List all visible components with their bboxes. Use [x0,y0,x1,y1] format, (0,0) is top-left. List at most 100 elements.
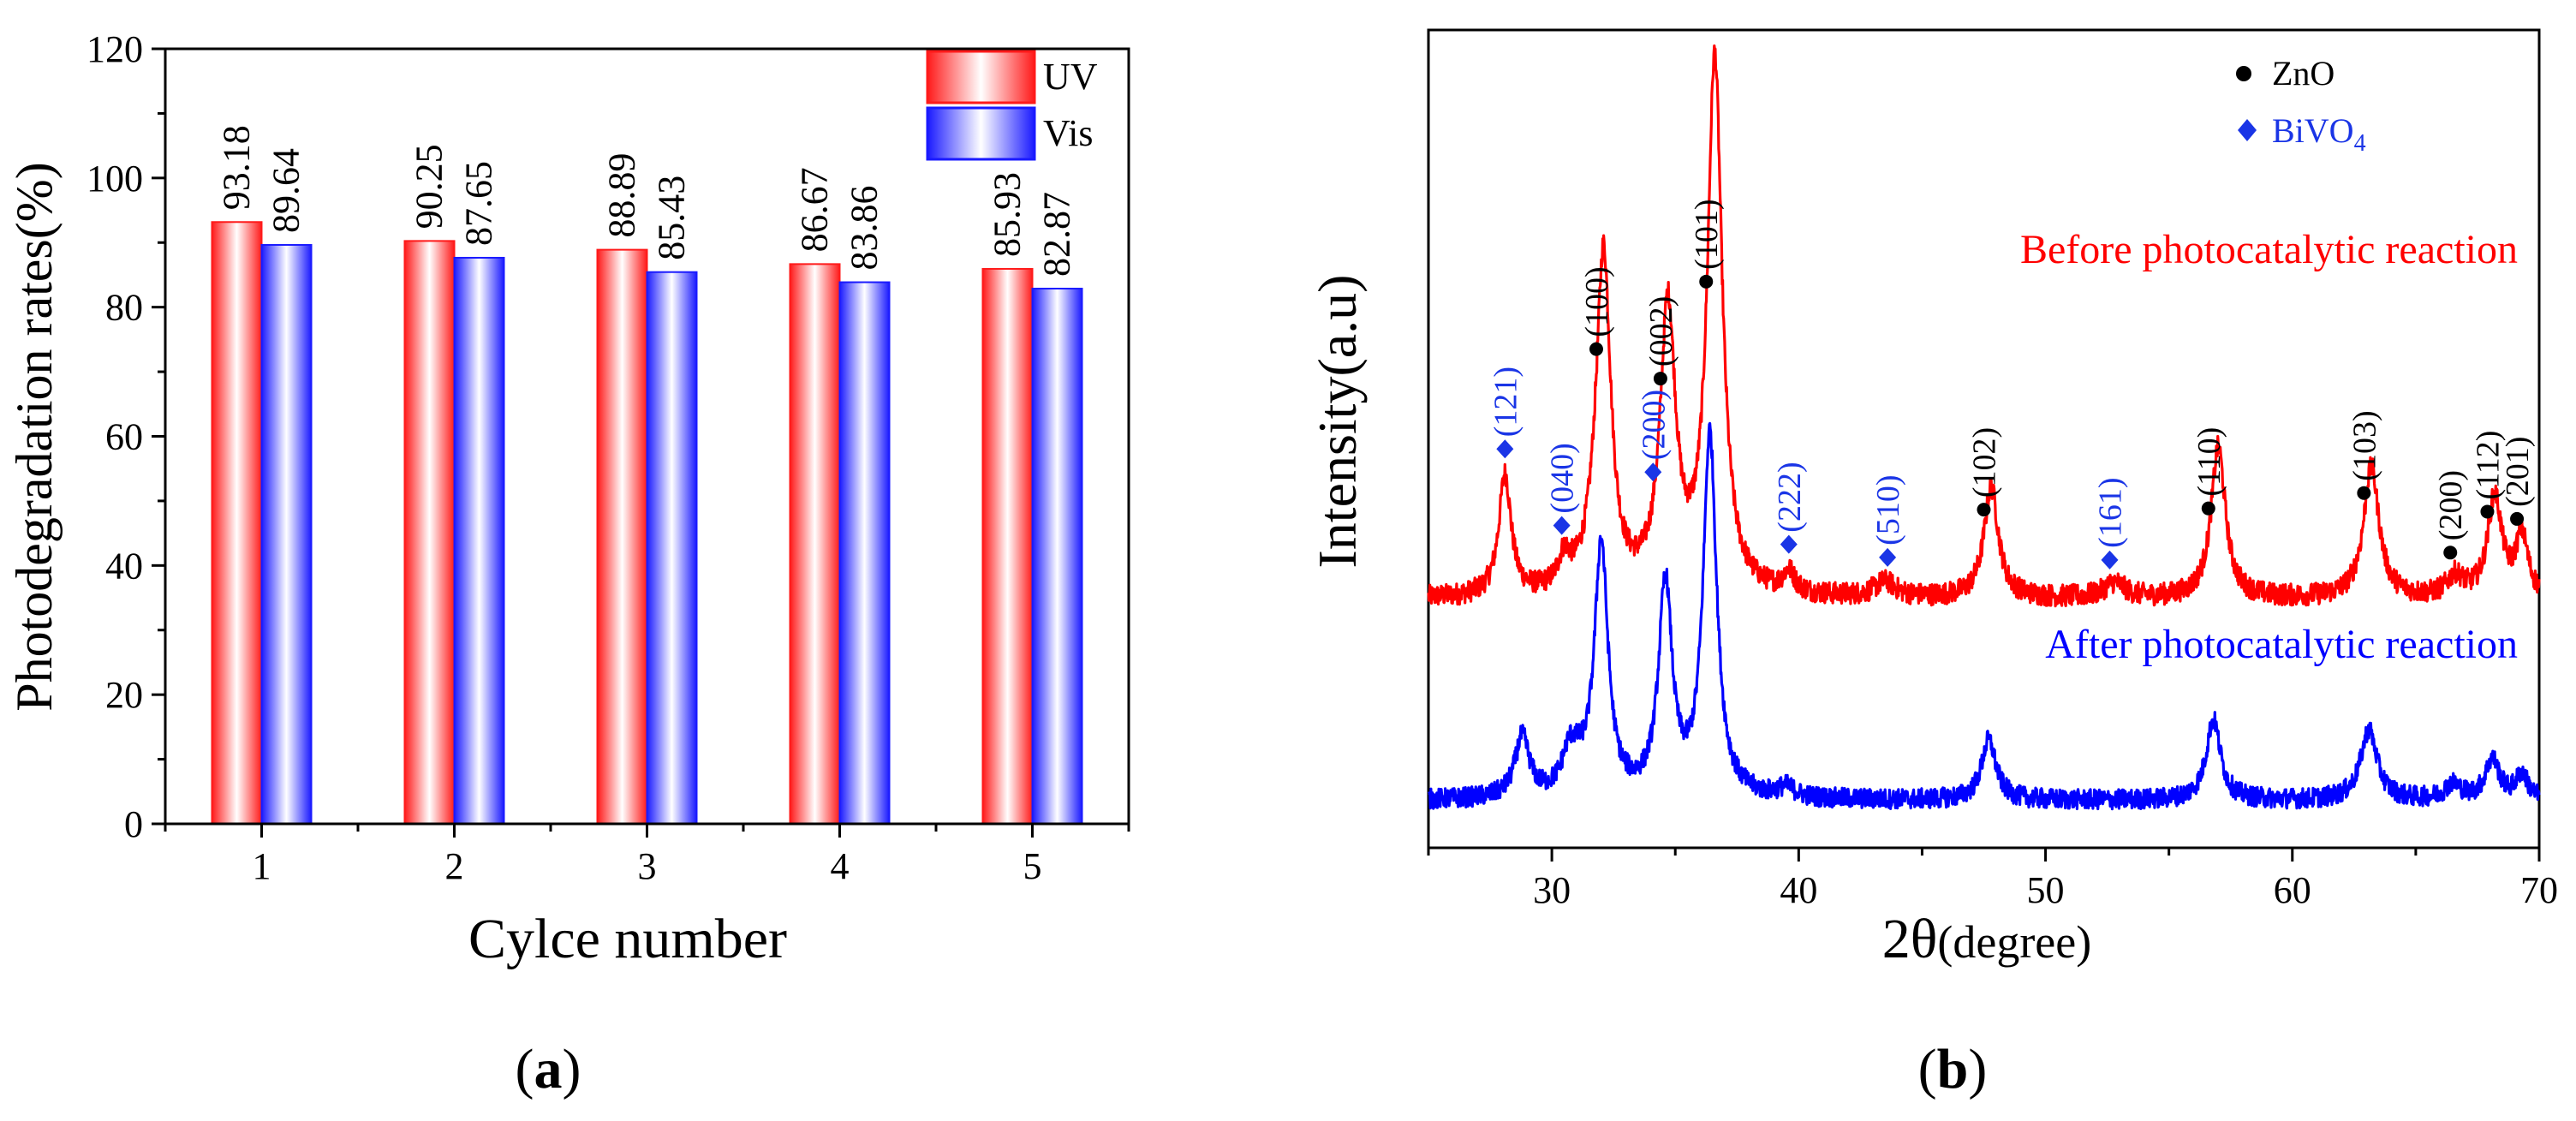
zno-peak-marker [2357,486,2371,500]
data-labels: 93.18 90.25 88.89 86.67 85.93 89.64 87.65 85.43… [216,125,1078,277]
zno-peak-marker [2510,511,2525,526]
y-tick-label-a: 120 [86,28,143,70]
peak-markers: (100) (002)(101)(102) (110) (103)(200)(112)… [1488,200,2536,569]
bivo4-hkl-label: (222) [1772,462,1808,532]
x-tick-label-a: 4 [831,845,850,887]
data-label-uv-cycle-5: 85.93 [987,172,1029,257]
x-tick-label-a: 3 [638,845,657,887]
panel-letter-a: a [534,1038,563,1100]
legend-label-vis: Vis [1043,112,1093,154]
curves-b [1427,44,2541,811]
x-tick-label-b: 30 [1533,869,1571,911]
legend-a: UV Vis [926,50,1098,161]
zno-peak-marker [1589,342,1603,356]
legend-bivo4-subscript: 4 [2354,130,2366,157]
panel-label-b: (b) [1918,1038,1988,1100]
zno-hkl-label: (101) [1689,200,1725,270]
bar-vis-cycle-1 [260,243,313,825]
data-label-vis-cycle-1: 89.64 [265,148,307,233]
bivo4-peak-marker [1879,547,1897,567]
zno-hkl-label: (102) [1967,427,2003,498]
legend-b: ZnO BiVO4 [2236,54,2366,157]
x-tick-label-b: 50 [2027,869,2065,911]
y-tick-label-a: 20 [105,674,143,716]
legend-label-zno: ZnO [2272,54,2334,92]
x-axis-label-b-symbol: 2θ [1882,908,1938,970]
bar-uv-cycle-1 [211,221,263,825]
zno-hkl-label: (100) [1579,266,1615,337]
x-axis-label-a: Cylce number [468,908,787,970]
bivo4-hkl-label: (161) [2092,478,2128,548]
zno-hkl-label: (103) [2346,410,2382,480]
legend-label-bivo4: BiVO4 [2272,111,2366,157]
x-tick-label-b: 60 [2274,869,2311,911]
data-label-vis-cycle-3: 85.43 [651,176,693,260]
bar-uv-cycle-5 [981,267,1034,825]
bivo4-hkl-label: (040) [1545,443,1581,513]
x-axis-label-b: 2θ(degree) [1882,908,2091,970]
x-tick-label-a: 1 [253,845,271,887]
bar-vis-cycle-2 [453,256,505,826]
zno-hkl-label: (110) [2191,427,2227,497]
data-label-uv-cycle-2: 90.25 [408,144,450,229]
data-label-vis-cycle-4: 83.86 [844,186,886,271]
panel-a: 93.18 90.25 88.89 86.67 85.93 89.64 87.65 85.43… [6,28,1130,1100]
curve-label-after: After photocatalytic reaction [2045,622,2518,667]
zno-peak-marker [2201,501,2215,516]
y-tick-label-a: 60 [105,416,143,458]
plot-frame-b [1427,28,2541,850]
zno-peak-marker [2443,546,2458,560]
zno-hkl-label: (200) [2433,470,2469,540]
x-tick-label-b: 70 [2520,869,2558,911]
data-label-vis-cycle-5: 82.87 [1036,192,1078,277]
x-tick-label-a: 5 [1023,845,1042,887]
xrd-curve-before [1427,44,2541,608]
bar-vis-cycle-4 [838,281,891,825]
panel-label-a: (a) [516,1038,581,1100]
y-ticks-a: 0 20 40 60 80 100 120 [86,28,165,845]
bivo4-peak-marker [1496,439,1514,459]
y-axis-label-a: Photodegradation rates(%) [6,162,63,711]
data-label-uv-cycle-1: 93.18 [216,125,258,210]
y-tick-label-a: 0 [124,803,143,845]
legend-marker-zno [2236,66,2251,81]
xrd-curve-after [1428,421,2541,811]
panel-b: (100) (002)(101)(102) (110) (103)(200)(112)… [1307,28,2558,1100]
zno-hkl-label: (201) [2500,437,2536,507]
zno-peak-marker [1699,274,1714,289]
bivo4-hkl-label: (121) [1488,367,1524,437]
bivo4-peak-marker [1553,516,1571,535]
y-tick-label-a: 80 [105,287,143,329]
y-tick-label-a: 40 [105,545,143,587]
zno-peak-marker [2480,504,2495,519]
zno-hkl-label: (002) [1643,296,1679,367]
x-tick-label-b: 40 [1780,869,1817,911]
bivo4-hkl-label: (510) [1870,475,1906,546]
x-axis-label-b-unit: (degree) [1937,916,2091,968]
data-label-uv-cycle-3: 88.89 [601,153,643,238]
legend-swatch-vis [926,106,1036,161]
legend-bivo4-text: BiVO [2272,111,2354,150]
bivo4-peak-marker [1780,534,1798,554]
data-label-vis-cycle-2: 87.65 [458,161,500,246]
bar-group [211,221,1083,826]
x-tick-label-a: 2 [445,845,464,887]
bivo4-hkl-label: (200) [1636,390,1672,460]
legend-swatch-uv [926,50,1036,104]
data-label-uv-cycle-4: 86.67 [794,167,836,252]
bar-vis-cycle-5 [1031,288,1083,825]
zno-hkl-label: (112) [2470,431,2506,500]
curve-label-before: Before photocatalytic reaction [2020,227,2518,272]
bar-uv-cycle-3 [596,248,648,825]
legend-marker-bivo4 [2238,119,2257,141]
y-tick-label-a: 100 [86,158,143,200]
bar-vis-cycle-3 [646,271,698,826]
panel-letter-b: b [1937,1038,1969,1100]
axes-b [1427,28,2541,850]
bar-uv-cycle-2 [403,240,456,826]
bivo4-peak-marker [1644,462,1662,482]
bivo4-peak-marker [2101,550,2119,569]
zno-peak-marker [1653,372,1667,386]
y-axis-label-b: Intensity(a.u) [1307,275,1368,569]
